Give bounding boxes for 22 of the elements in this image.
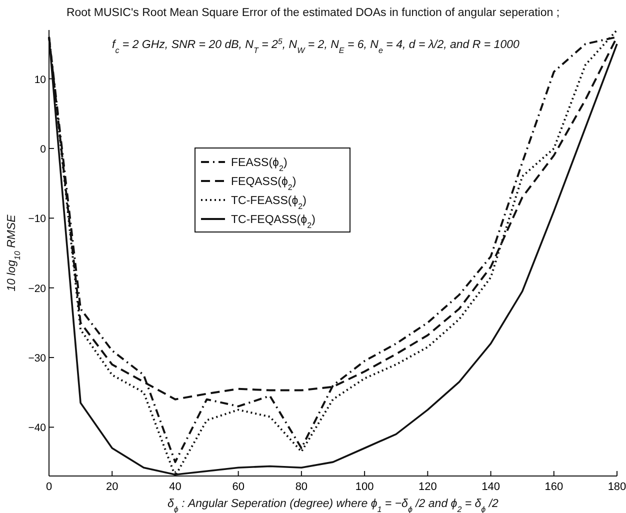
text: δ$_{ϕ}$ : Angular Seperation (degree) where ϕ$_{1}$ = −δ$_{ϕ}$ /2 and ϕ$_{2}$ = δ$_{ϕ}$ /2: [168, 498, 498, 513]
y-tick-label: 0: [40, 143, 46, 156]
x-tick-label: 140: [482, 481, 500, 493]
x-tick-label: 120: [418, 481, 437, 493]
x-tick-label: 80: [295, 481, 308, 493]
x-tick-label: 160: [544, 481, 564, 493]
legend-label: FEASS(ϕ$_{2}$): [231, 157, 288, 172]
legend-label: TC-FEQASS(ϕ$_{2}$): [231, 214, 316, 230]
y-tick-label: 10: [34, 74, 46, 86]
text: f$_{c}$ = 2 GHz, SNR = 20 dB, N$_{T}$ = 2$^{5}$, N$_{W}$ = 2, N$_{E}$ = 6, N$_{e}$ = 4, d = λ/2, and R = 1000: [112, 36, 520, 54]
chart-title: Root MUSIC's Root Mean Square Error of the estimated DOAs in function of angular seperation ;: [66, 7, 560, 19]
x-tick-label: 180: [608, 481, 626, 493]
x-tick-label: 40: [169, 481, 182, 493]
x-tick-label: 60: [232, 481, 244, 493]
legend-label: FEQASS(ϕ$_{2}$): [231, 176, 296, 192]
x-tick-label: 100: [355, 481, 374, 493]
x-tick-label: 20: [106, 481, 118, 493]
y-tick-label: −20: [28, 282, 46, 295]
y-tick-label: −30: [28, 352, 46, 365]
y-tick-label: −10: [28, 213, 46, 226]
legend-label: TC-FEASS(ϕ$_{2}$): [231, 195, 307, 210]
y-tick-label: −40: [28, 422, 46, 434]
